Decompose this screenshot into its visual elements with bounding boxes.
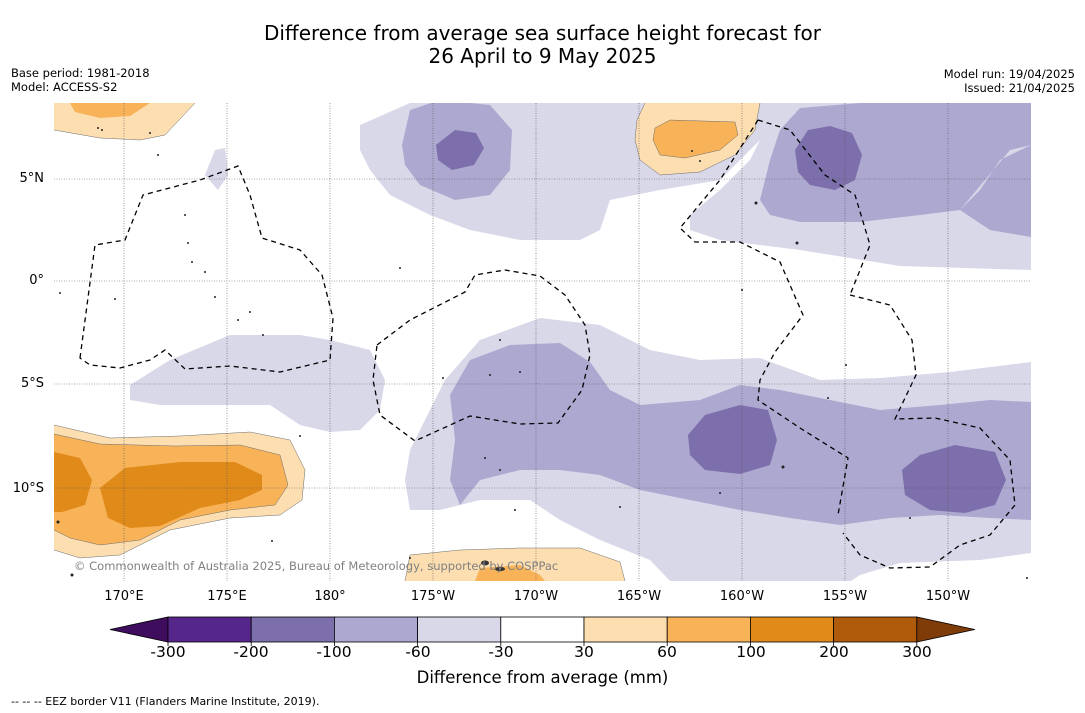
colorbar-segment xyxy=(250,616,335,643)
lat-label-eq: 0° xyxy=(29,273,44,288)
lat-label-5s: 5°S xyxy=(20,376,44,391)
title-line-1: Difference from average sea surface heig… xyxy=(263,21,822,45)
colorbar-segment xyxy=(333,616,418,643)
colorbar-tick-label: 100 xyxy=(736,643,766,661)
eez-legend-note: -- -- -- EEZ border V11 (Flanders Marine… xyxy=(11,695,320,708)
lon-label-160w: 160°W xyxy=(719,589,765,604)
colorbar-segment xyxy=(750,616,835,643)
colorbar-tick-label: -200 xyxy=(233,643,269,661)
colorbar-segment xyxy=(167,616,252,643)
eez-border-east-south xyxy=(842,294,1016,569)
copyright-notice: © Commonwealth of Australia 2025, Bureau… xyxy=(74,559,558,573)
colorbar-tick-label: -60 xyxy=(405,643,431,661)
colorbar-tick-label: -300 xyxy=(150,643,186,661)
colorbar-tick-label: 60 xyxy=(657,643,677,661)
colorbar-extend-low xyxy=(109,616,169,643)
islands xyxy=(56,127,1028,579)
issued-date: Issued: 21/04/2025 xyxy=(964,81,1075,95)
colorbar-tick-label: -30 xyxy=(488,643,514,661)
colorbar-extend-high xyxy=(916,616,975,643)
map-title: Difference from average sea surface heig… xyxy=(0,22,1085,68)
lon-label-165w: 165°W xyxy=(616,589,662,604)
eez-border-east-north xyxy=(757,119,871,296)
eez-border-central xyxy=(372,269,591,442)
gridlines xyxy=(54,103,1031,581)
colorbar-ticks xyxy=(167,642,918,646)
contour-band-30-60-bottom xyxy=(405,548,625,581)
colorbar-tick-label: 200 xyxy=(819,643,849,661)
title-line-2: 26 April to 9 May 2025 xyxy=(428,44,657,68)
colorbar-tick-label: -100 xyxy=(316,643,352,661)
lon-label-175e: 175°E xyxy=(207,589,247,604)
model-run: Model run: 19/04/2025 xyxy=(943,67,1075,81)
contour-band-200-100-north xyxy=(436,130,484,170)
positive-anomaly-field xyxy=(54,103,760,581)
contour-band-60-30-central xyxy=(130,335,385,432)
colorbar xyxy=(109,616,975,646)
lon-label-150w: 150°W xyxy=(925,589,971,604)
colorbar-segments xyxy=(109,616,975,643)
contour-band-60-100-west-north xyxy=(70,103,150,118)
lon-label-170w: 170°W xyxy=(513,589,559,604)
model-name: Model: ACCESS-S2 xyxy=(11,80,118,94)
lon-label-170e: 170°E xyxy=(104,589,144,604)
contour-outlines xyxy=(54,103,761,581)
colorbar-segment xyxy=(417,616,502,643)
contour-band-200-100-south-east xyxy=(902,445,1006,513)
meta-left: Base period: 1981-2018 Model: ACCESS-S2 xyxy=(11,66,150,94)
lat-label-10s: 10°S xyxy=(12,481,44,496)
colorbar-segment xyxy=(833,616,918,643)
contour-band-60-100-bottom xyxy=(475,565,545,581)
lon-label-175w: 175°W xyxy=(410,589,456,604)
colorbar-segment xyxy=(666,616,751,643)
meta-right: Model run: 19/04/2025 Issued: 21/04/2025 xyxy=(944,67,1075,95)
colorbar-segment xyxy=(583,616,668,643)
map-plot-area: © Commonwealth of Australia 2025, Bureau… xyxy=(54,103,1031,581)
colorbar-title: Difference from average (mm) xyxy=(416,668,669,687)
base-period: Base period: 1981-2018 xyxy=(11,66,150,80)
contour-band-200-100-south-central xyxy=(688,405,777,474)
contour-band-60-30-west-patch xyxy=(205,148,228,190)
lat-label-5n: 5°N xyxy=(19,171,45,186)
colorbar-segment xyxy=(500,616,585,643)
eez-border-west xyxy=(79,165,334,373)
colorbar-tick-label: 30 xyxy=(574,643,594,661)
contour-band-100-200-west-south xyxy=(54,452,262,528)
colorbar-tick-label: 300 xyxy=(902,643,932,661)
contour-band-60-100-central-north xyxy=(653,120,738,158)
eez-border-east-mid xyxy=(679,119,849,516)
lon-label-180: 180° xyxy=(314,589,346,604)
eez-borders xyxy=(79,119,1016,569)
lon-label-155w: 155°W xyxy=(822,589,868,604)
